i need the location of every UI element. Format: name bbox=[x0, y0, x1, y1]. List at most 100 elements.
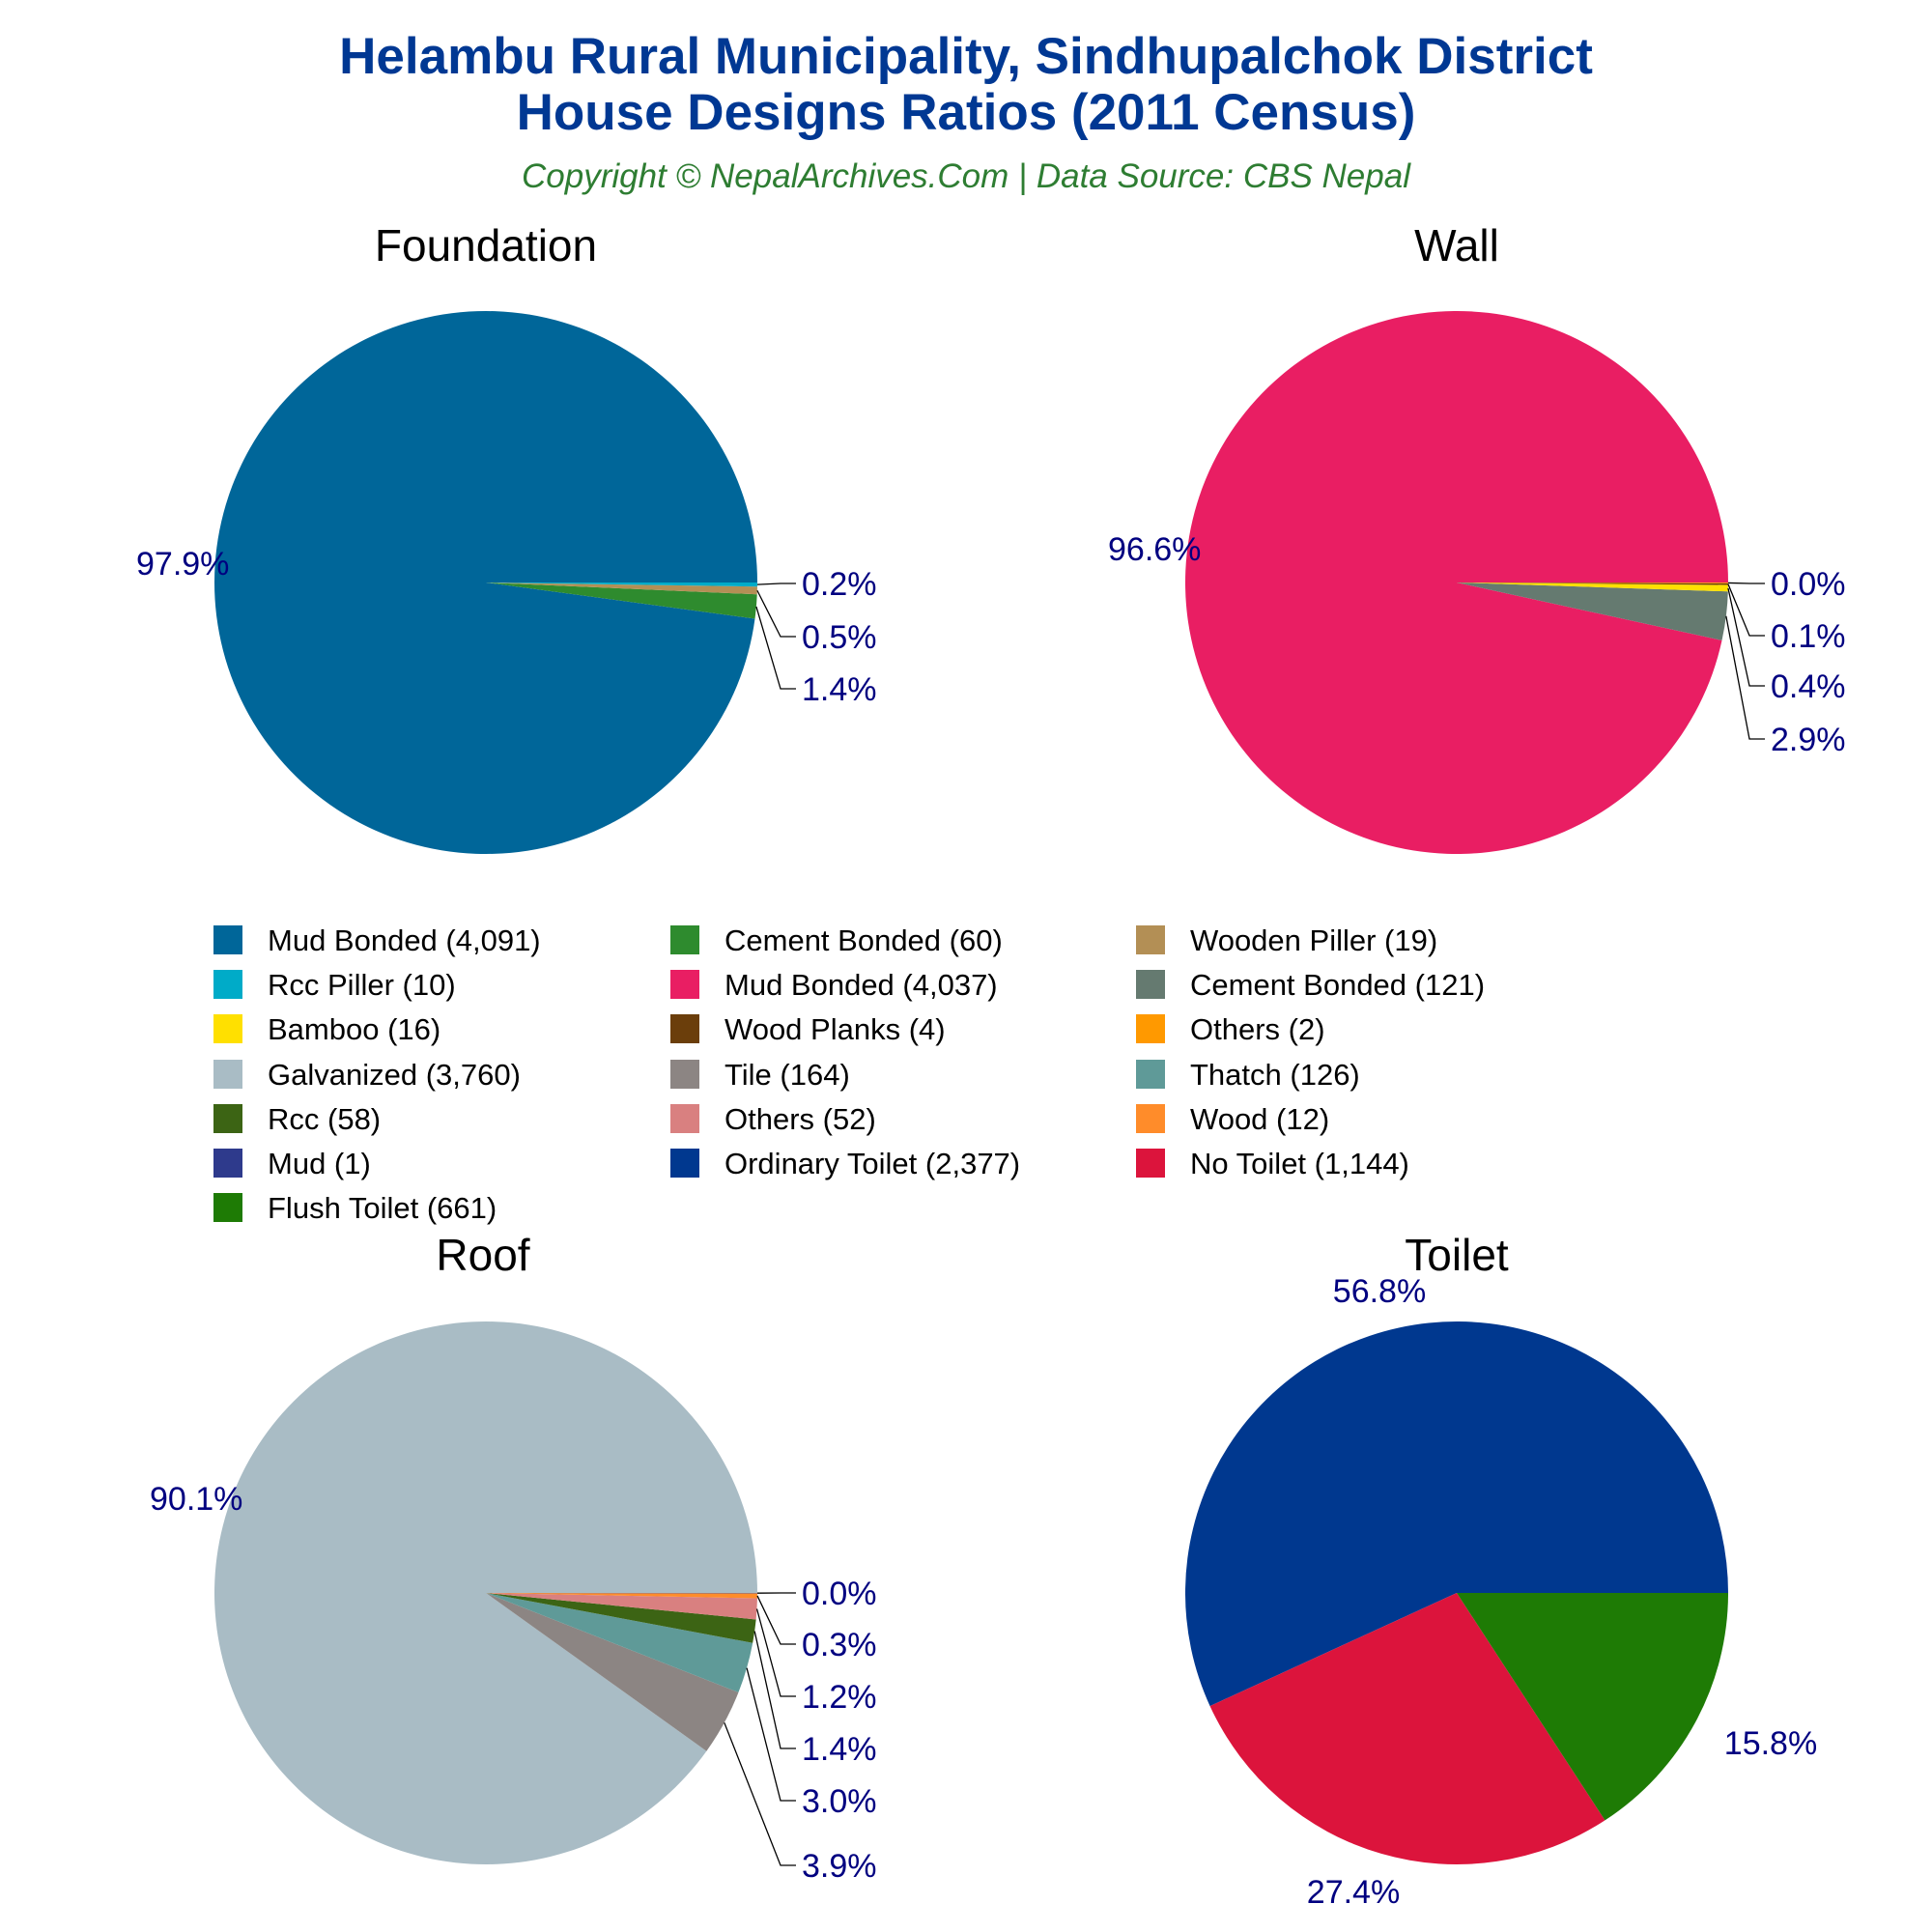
legend-item[interactable]: Galvanized (3,760) bbox=[213, 1058, 521, 1092]
percent-label: 56.8% bbox=[1333, 1273, 1426, 1310]
percent-label: 0.4% bbox=[1771, 668, 1846, 705]
legend-label: Flush Toilet (661) bbox=[268, 1191, 497, 1225]
subplot-title: Wall bbox=[1414, 220, 1499, 270]
percent-label: 0.5% bbox=[802, 619, 877, 656]
legend-item[interactable]: Others (2) bbox=[1136, 1012, 1325, 1046]
pie-slice bbox=[1457, 582, 1728, 592]
legend-swatch bbox=[670, 1149, 699, 1178]
subplot-title: Roof bbox=[436, 1230, 529, 1280]
legend-item[interactable]: Mud (1) bbox=[213, 1147, 371, 1180]
pie-slice bbox=[486, 1593, 757, 1599]
pie-wall: Wall 96.6% 2.9% 0.4% 0.1% 0.0% bbox=[1108, 220, 1846, 855]
legend-item[interactable]: Thatch (126) bbox=[1136, 1058, 1360, 1092]
legend-label: Galvanized (3,760) bbox=[268, 1058, 521, 1092]
legend-item[interactable]: Wood (12) bbox=[1136, 1102, 1329, 1136]
legend-swatch bbox=[670, 1104, 699, 1133]
legend-swatch bbox=[213, 1060, 242, 1089]
legend-label: Rcc (58) bbox=[268, 1102, 381, 1136]
legend-item[interactable]: Ordinary Toilet (2,377) bbox=[670, 1147, 1020, 1180]
legend-label: Others (2) bbox=[1190, 1012, 1325, 1046]
legend-swatch bbox=[213, 1104, 242, 1133]
percent-label: 3.0% bbox=[802, 1783, 877, 1820]
percent-label: 27.4% bbox=[1307, 1874, 1400, 1911]
pie-slice bbox=[213, 1321, 757, 1864]
percent-label: 3.9% bbox=[802, 1848, 877, 1885]
percent-label: 1.4% bbox=[802, 1731, 877, 1768]
legend-item[interactable]: Cement Bonded (60) bbox=[670, 923, 1003, 957]
pie-slice bbox=[1185, 1321, 1728, 1707]
pie-foundation: Foundation 97.9% 1.4% 0.5% 0.2% bbox=[136, 220, 877, 855]
leader-line bbox=[755, 1608, 796, 1697]
legend-label: Tile (164) bbox=[724, 1058, 850, 1092]
leader-line bbox=[756, 582, 796, 585]
legend-swatch bbox=[670, 1014, 699, 1043]
leader-line bbox=[755, 606, 796, 690]
legend-item[interactable]: Rcc (58) bbox=[213, 1102, 381, 1136]
chart-title-line1: Helambu Rural Municipality, Sindhupalcho… bbox=[339, 28, 1593, 85]
chart-title-line2: House Designs Ratios (2011 Census) bbox=[517, 84, 1416, 141]
legend-item[interactable]: Cement Bonded (121) bbox=[1136, 968, 1485, 1002]
legend-label: Cement Bonded (121) bbox=[1190, 968, 1485, 1002]
legend-label: Wood (12) bbox=[1190, 1102, 1329, 1136]
pie-slice bbox=[1185, 311, 1728, 855]
leader-line bbox=[756, 589, 796, 638]
legend-item[interactable]: Mud Bonded (4,091) bbox=[213, 923, 541, 957]
legend-swatch bbox=[1136, 1014, 1165, 1043]
legend-swatch bbox=[1136, 1104, 1165, 1133]
legend-item[interactable]: Tile (164) bbox=[670, 1058, 850, 1092]
percent-label: 1.2% bbox=[802, 1679, 877, 1716]
pie-slice bbox=[1457, 1593, 1728, 1821]
legend-item[interactable]: Others (52) bbox=[670, 1102, 876, 1136]
legend-item[interactable]: Rcc Piller (10) bbox=[213, 968, 456, 1002]
legend-item[interactable]: Wooden Piller (19) bbox=[1136, 923, 1437, 957]
percent-label: 0.1% bbox=[1771, 618, 1846, 655]
legend-label: Cement Bonded (60) bbox=[724, 923, 1003, 957]
legend-swatch bbox=[1136, 1060, 1165, 1089]
legend: Mud Bonded (4,091) Cement Bonded (60) Wood… bbox=[213, 923, 1485, 1225]
percent-label: 0.3% bbox=[802, 1627, 877, 1663]
legend-item[interactable]: Flush Toilet (661) bbox=[213, 1191, 497, 1225]
legend-swatch bbox=[213, 1193, 242, 1222]
legend-swatch bbox=[1136, 925, 1165, 954]
percent-label: 0.0% bbox=[1771, 566, 1846, 603]
leader-line bbox=[746, 1667, 796, 1802]
legend-label: Thatch (126) bbox=[1190, 1058, 1360, 1092]
leader-line bbox=[1727, 583, 1765, 637]
legend-swatch bbox=[1136, 1149, 1165, 1178]
legend-label: Mud Bonded (4,091) bbox=[268, 923, 541, 957]
pie-slice bbox=[486, 582, 757, 619]
pie-roof: Roof 90.1% 3.9% 3.0% 1.4% 1.2% 0.3% 0.0% bbox=[150, 1230, 877, 1885]
leader-line bbox=[756, 1595, 796, 1645]
pie-slice bbox=[486, 582, 757, 587]
pie-slice bbox=[486, 1593, 739, 1751]
percent-label: 96.6% bbox=[1108, 531, 1201, 568]
pie-slice bbox=[486, 1593, 753, 1692]
legend-item[interactable]: No Toilet (1,144) bbox=[1136, 1147, 1409, 1180]
percent-label: 0.2% bbox=[802, 566, 877, 603]
legend-swatch bbox=[1136, 970, 1165, 999]
legend-item[interactable]: Wood Planks (4) bbox=[670, 1012, 946, 1046]
legend-label: No Toilet (1,144) bbox=[1190, 1147, 1409, 1180]
leader-line bbox=[753, 1631, 796, 1749]
percent-label: 97.9% bbox=[136, 546, 229, 582]
copyright-text: Copyright © NepalArchives.Com | Data Sou… bbox=[522, 157, 1411, 195]
pie-slice bbox=[486, 1593, 757, 1620]
leader-line bbox=[1725, 615, 1765, 740]
legend-item[interactable]: Bamboo (16) bbox=[213, 1012, 440, 1046]
percent-label: 2.9% bbox=[1771, 722, 1846, 758]
pie-slice bbox=[213, 311, 757, 855]
legend-label: Bamboo (16) bbox=[268, 1012, 440, 1046]
subplot-title: Foundation bbox=[375, 220, 597, 270]
legend-item[interactable]: Mud Bonded (4,037) bbox=[670, 968, 998, 1002]
legend-label: Wooden Piller (19) bbox=[1190, 923, 1437, 957]
leader-line bbox=[1727, 587, 1765, 687]
legend-label: Others (52) bbox=[724, 1102, 876, 1136]
leader-line bbox=[1727, 582, 1765, 584]
legend-label: Mud (1) bbox=[268, 1147, 371, 1180]
percent-label: 1.4% bbox=[802, 671, 877, 708]
legend-swatch bbox=[670, 925, 699, 954]
legend-label: Rcc Piller (10) bbox=[268, 968, 456, 1002]
pie-slice bbox=[1209, 1593, 1605, 1864]
